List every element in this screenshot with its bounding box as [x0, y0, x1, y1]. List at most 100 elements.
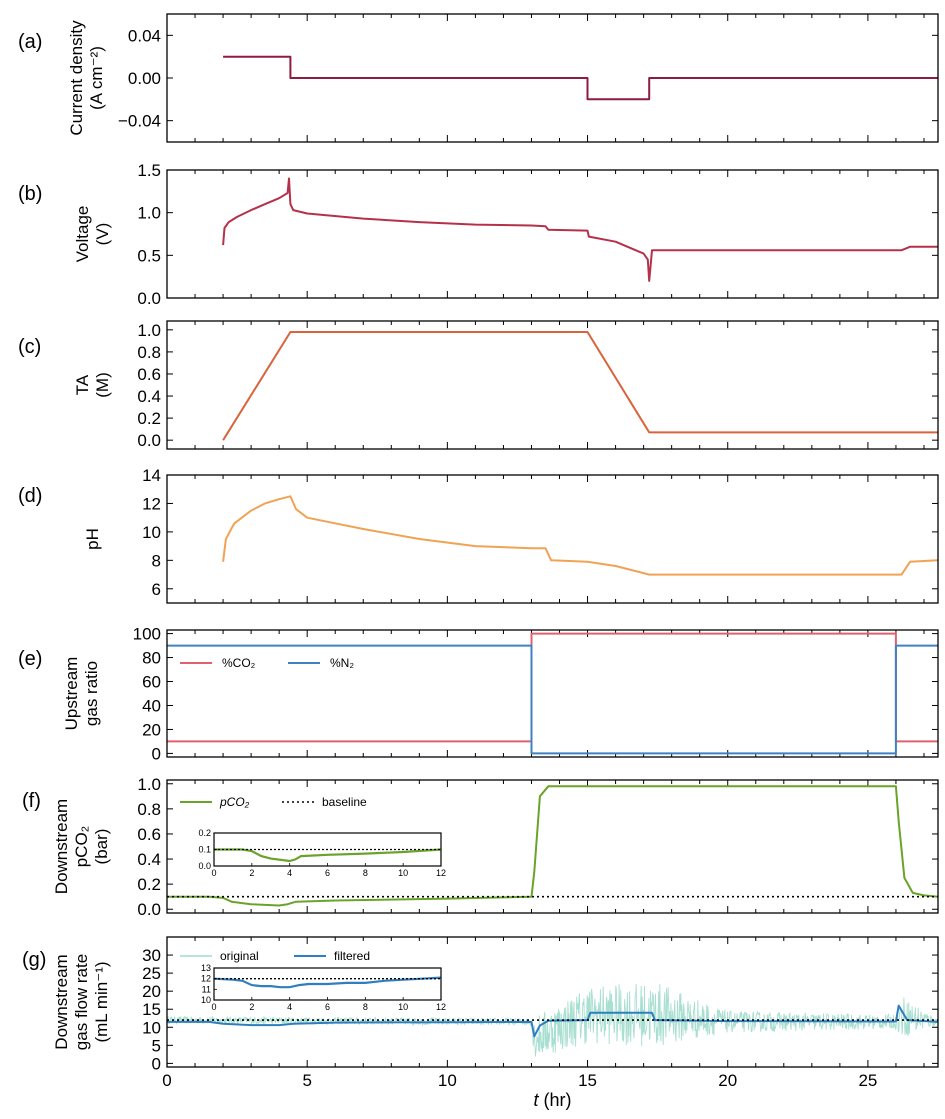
y-tick-label: 20 [142, 982, 161, 1001]
inset-x-tick-label: 8 [363, 868, 368, 878]
plot-frame [166, 320, 939, 450]
x-axis-label: t (hr) [533, 1090, 571, 1110]
y-tick-label: 12 [142, 494, 161, 513]
y-tick-label: 100 [133, 625, 161, 644]
y-tick-label: 0.2 [137, 409, 161, 428]
legend-label: baseline [322, 795, 367, 809]
y-tick-label: 0 [152, 1054, 161, 1073]
series-Currentdensity-line [223, 55, 938, 101]
inset-x-tick-label: 0 [211, 868, 216, 878]
y-axis-label: Upstream [62, 657, 81, 731]
y-axis-label: (A cm⁻²) [87, 46, 106, 110]
x-axis-label-unit: (hr) [539, 1090, 572, 1110]
series-Voltage-line [222, 177, 938, 282]
inset-y-tick-label: 12 [201, 974, 211, 984]
y-tick-label: 1.0 [137, 321, 161, 340]
y-tick-label: 60 [142, 673, 161, 692]
y-tick-label: 0.04 [128, 26, 161, 45]
y-tick-label: 0.4 [137, 387, 161, 406]
plot-frame [166, 629, 939, 758]
series-original-line [167, 984, 938, 1057]
y-axis-label: TA [73, 374, 92, 395]
y-axis-label: gas flow rate [72, 954, 91, 1050]
y-tick-label: 40 [142, 696, 161, 715]
series-N-line [167, 644, 938, 755]
inset-y-tick-label: 13 [201, 963, 211, 973]
y-tick-label: 10 [142, 1018, 161, 1037]
panel-letter: (c) [18, 336, 41, 358]
series-pH-line [222, 495, 938, 576]
x-tick-label: 20 [718, 1071, 737, 1090]
y-tick-label: 5 [152, 1036, 161, 1055]
y-axis-label: Downstream [52, 954, 71, 1049]
inset-y-tick-label: 0.2 [198, 828, 211, 838]
y-tick-label: −0.04 [118, 112, 161, 131]
panel-letter: (g) [22, 949, 46, 971]
x-tick-label: 10 [438, 1071, 457, 1090]
series-group [222, 177, 938, 282]
y-tick-label: 14 [142, 466, 161, 485]
y-tick-label: 0.0 [137, 431, 161, 450]
panel-f: (f) Downstream pCO₂ (bar)0.00.20.40.60.81.0… [22, 775, 939, 919]
y-axis-label: Current density [67, 20, 86, 136]
y-tick-label: 10 [142, 523, 161, 542]
legend-label: filtered [334, 949, 370, 963]
plot-frame [166, 169, 939, 299]
y-tick-label: 0.8 [137, 800, 161, 819]
inset-x-tick-label: 2 [249, 1002, 254, 1012]
y-tick-label: 0.8 [137, 343, 161, 362]
inset-x-tick-label: 10 [398, 868, 408, 878]
series-group [222, 495, 938, 576]
panel-letter: (b) [18, 183, 42, 205]
series-group [167, 984, 938, 1057]
panel-letter: (e) [18, 648, 42, 670]
y-axis-label: (V) [93, 223, 112, 246]
y-axis-label: Downstream [52, 799, 71, 894]
y-tick-label: 0.0 [137, 900, 161, 919]
y-tick-label: 0.5 [137, 246, 161, 265]
inset-x-tick-label: 2 [249, 868, 254, 878]
panel-a: (a) Current density (A cm⁻²) −0.04 0.00 0.04 [18, 13, 939, 143]
inset-y-tick-label: 0.0 [198, 861, 211, 871]
inset-x-tick-label: 6 [325, 868, 330, 878]
y-tick-label: 6 [152, 580, 161, 599]
y-tick-label: 25 [142, 964, 161, 983]
series-CO-line [167, 632, 938, 743]
y-axis-label: (M) [93, 372, 112, 397]
y-axis-label: (mL min⁻¹) [92, 961, 111, 1042]
y-tick-label: 0.2 [137, 875, 161, 894]
y-tick-label: 0.4 [137, 850, 161, 869]
panel-b: (b) Voltage (V) 0.0 0.5 1.0 1.5 [18, 161, 939, 308]
inset-x-tick-label: 8 [363, 1002, 368, 1012]
inset-x-tick-label: 10 [398, 1002, 408, 1012]
series-group [222, 331, 938, 441]
x-tick-label: 25 [858, 1071, 877, 1090]
plot-frame [166, 779, 939, 914]
y-tick-label: 0.00 [128, 69, 161, 88]
inset-x-tick-label: 12 [436, 868, 446, 878]
inset-x-tick-label: 6 [325, 1002, 330, 1012]
inset-chart: 0 2 4 6 8 10 12 0.0 0.1 0.2 [198, 828, 446, 878]
inset-y-tick-label: 11 [202, 984, 211, 994]
legend-label: original [220, 949, 259, 963]
series-group [167, 785, 938, 907]
inset-x-tick-label: 0 [211, 1002, 216, 1012]
y-axis-label: pH [83, 528, 102, 550]
inset-series-line [213, 976, 442, 989]
y-tick-label: 1.0 [137, 204, 161, 223]
series-group [223, 55, 938, 101]
inset-y-tick-label: 0.1 [198, 845, 211, 855]
x-axis-label-variable: t [533, 1090, 539, 1110]
y-axis-label: Voltage [73, 206, 92, 263]
panel-letter: (d) [18, 485, 42, 507]
inset-x-tick-label: 12 [436, 1002, 446, 1012]
y-axis-label: pCO₂ [72, 826, 91, 868]
y-tick-label: 0 [152, 744, 161, 763]
panel-letter: (a) [18, 31, 42, 53]
y-tick-label: 15 [142, 1000, 161, 1019]
series-TA-line [222, 331, 938, 441]
inset-x-tick-label: 4 [287, 1002, 292, 1012]
x-tick-label: 0 [162, 1071, 171, 1090]
y-tick-label: 20 [142, 720, 161, 739]
